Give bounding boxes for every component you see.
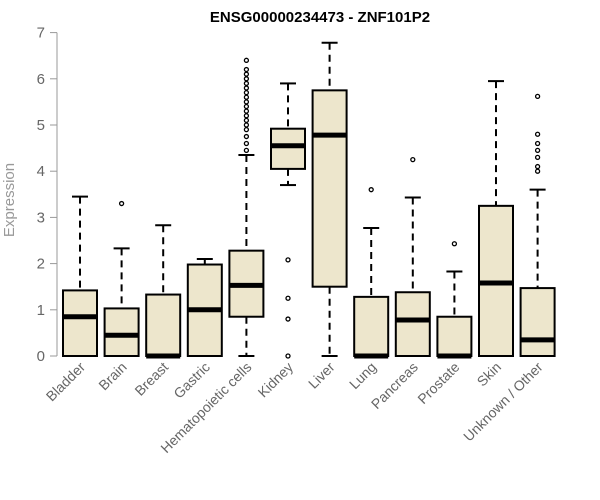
iqr-box — [519, 287, 556, 357]
outlier-point — [534, 131, 541, 137]
outlier-point — [410, 156, 416, 163]
outlier-point — [534, 93, 541, 100]
box-liver — [311, 41, 348, 357]
outlier-point — [451, 241, 458, 247]
outlier-point — [285, 295, 291, 301]
outlier-point — [285, 353, 291, 359]
outlier-point — [285, 257, 291, 263]
y-tick-label: 4 — [37, 163, 45, 180]
iqr-box — [270, 127, 306, 170]
outlier-point — [243, 126, 250, 133]
iqr-box — [62, 289, 98, 357]
outlier-point — [243, 57, 250, 63]
x-tick-label: Prostate — [414, 359, 462, 407]
x-tick-label: Liver — [305, 359, 338, 392]
outlier-point — [243, 108, 250, 114]
box-lung — [353, 187, 390, 359]
iqr-box — [394, 291, 431, 357]
outlier-point — [243, 122, 250, 128]
y-tick-label: 3 — [37, 209, 45, 226]
box-unknown-other — [519, 93, 556, 357]
iqr-box — [103, 307, 140, 357]
y-tick-label: 0 — [37, 348, 45, 365]
outlier-point — [534, 140, 541, 147]
iqr-box — [145, 293, 182, 357]
y-tick-label: 7 — [37, 25, 45, 42]
boxes — [62, 41, 556, 359]
y-tick-label: 6 — [37, 71, 45, 88]
x-tick-label: Brain — [95, 359, 129, 393]
box-hematopoietic-cells — [228, 57, 265, 357]
outlier-point — [243, 85, 250, 91]
chart-title: ENSG00000234473 - ZNF101P2 — [210, 9, 430, 26]
iqr-box — [353, 295, 390, 358]
outlier-point — [243, 94, 250, 100]
outlier-point — [243, 76, 250, 82]
y-axis: 0 1 2 3 4 5 6 7 — [37, 25, 58, 365]
outlier-point — [118, 200, 125, 207]
outlier-point — [285, 316, 291, 322]
x-tick-label: Skin — [474, 359, 505, 390]
box-brain — [103, 200, 140, 357]
outlier-point — [534, 147, 541, 154]
box-kidney — [270, 82, 306, 359]
iqr-box — [436, 315, 473, 358]
outlier-point — [243, 133, 250, 140]
outlier-point — [243, 99, 250, 105]
y-tick-label: 5 — [37, 117, 45, 134]
outlier-point — [243, 147, 250, 154]
box-prostate — [436, 241, 473, 359]
y-tick-label: 1 — [37, 302, 45, 319]
outlier-point — [243, 71, 250, 77]
x-tick-label: Lung — [346, 359, 379, 392]
iqr-box — [311, 89, 348, 288]
outlier-point — [534, 163, 541, 170]
outlier-point — [243, 80, 250, 87]
box-breast — [145, 224, 182, 359]
y-axis-label: Expression — [1, 163, 18, 237]
y-tick-label: 2 — [37, 256, 45, 273]
box-skin — [478, 80, 514, 357]
outlier-point — [243, 117, 250, 124]
x-tick-label: Kidney — [255, 359, 297, 401]
outlier-point — [243, 140, 250, 147]
box-bladder — [62, 195, 98, 357]
box-pancreas — [394, 156, 431, 357]
x-tick-label: Unknown / Other — [460, 359, 546, 445]
outlier-point — [243, 103, 250, 110]
outlier-point — [368, 187, 374, 193]
x-tick-label: Breast — [131, 359, 171, 399]
outlier-point — [243, 113, 250, 119]
outlier-point — [534, 168, 541, 174]
box-gastric — [186, 257, 223, 357]
outlier-point — [243, 90, 250, 96]
x-tick-label: Bladder — [43, 359, 89, 405]
outlier-point — [243, 66, 250, 73]
outlier-point — [534, 154, 541, 160]
